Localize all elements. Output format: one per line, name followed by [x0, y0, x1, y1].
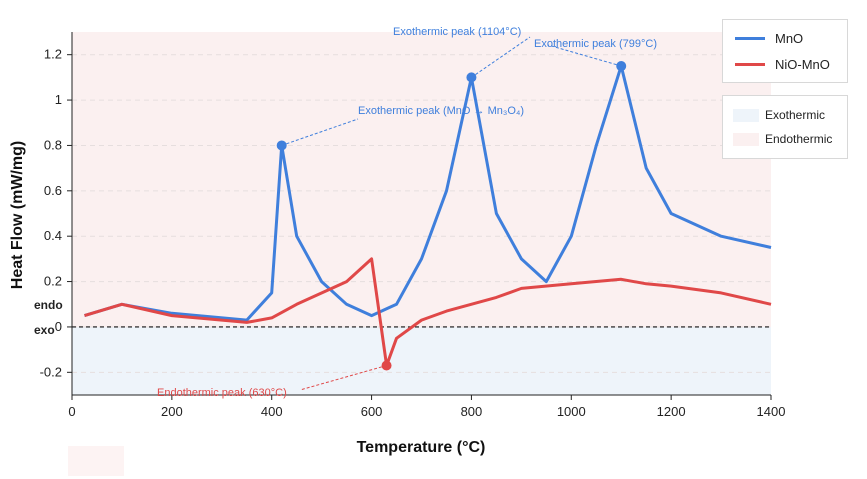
y-tick-label: 0.2 — [44, 274, 62, 289]
y-tick-label: 0.8 — [44, 137, 62, 152]
region-shading — [72, 32, 771, 395]
legend-item-nio-mno[interactable]: NiO-MnO — [735, 57, 830, 72]
y-tick-label: 1 — [55, 92, 62, 107]
annotation-point — [381, 360, 392, 371]
annotation-label: Exothermic peak (1104°C) — [393, 26, 521, 38]
legend-swatch-nio-mno — [735, 63, 765, 66]
x-tick-label: 1000 — [557, 404, 586, 419]
annotation-leader — [471, 36, 531, 78]
legend-swatch-exothermic — [733, 108, 759, 122]
y-tick-label: 1.2 — [44, 47, 62, 62]
x-tick-label: 800 — [461, 404, 483, 419]
y-tick-label: -0.2 — [40, 364, 62, 379]
x-axis-title: Temperature (°C) — [357, 439, 486, 456]
data-series — [84, 64, 772, 367]
exo-label: exo — [34, 323, 55, 337]
x-tick-label: 1200 — [657, 404, 686, 419]
region-legend: Exothermic Endothermic — [722, 95, 848, 159]
annotation-leader — [547, 44, 622, 67]
endo-label: endo — [34, 298, 63, 312]
y-axis-ticks: -0.2 0 0.2 0.4 0.6 0.8 1 1.2 — [40, 47, 72, 379]
x-axis-ticks: 0 200 400 600 800 1000 1200 1400 — [68, 395, 785, 419]
y-tick-label: 0 — [55, 319, 62, 334]
series-line-nio-mno — [84, 257, 772, 367]
region-exothermic — [72, 326, 771, 395]
series-legend: MnO NiO-MnO — [722, 19, 848, 83]
x-tick-label: 0 — [68, 404, 75, 419]
axes — [71, 32, 771, 396]
y-tick-label: 0.4 — [44, 228, 62, 243]
legend-label-mno: MnO — [775, 31, 804, 46]
decorative-swatch — [68, 446, 124, 476]
annotation-label: Exothermic peak (MnO → Mn₃O₄) — [358, 105, 524, 117]
annotation-label: Endothermic peak (630°C) — [157, 387, 287, 399]
annotation-point — [276, 140, 287, 151]
legend-swatch-endothermic — [733, 132, 759, 146]
legend-label-nio-mno: NiO-MnO — [775, 57, 830, 72]
annotation-leader — [281, 118, 359, 146]
legend-label-exothermic: Exothermic — [765, 108, 826, 122]
series-line-mno — [84, 64, 772, 322]
annotation-point — [466, 72, 477, 83]
legend-swatch-mno — [735, 37, 765, 40]
x-tick-label: 1400 — [757, 404, 786, 419]
region-endothermic — [72, 32, 771, 327]
legend-item-mno[interactable]: MnO — [735, 31, 803, 46]
annotation-point — [616, 61, 627, 72]
y-tick-label: 0.6 — [44, 183, 62, 198]
annotation-label: Exothermic peak (799°C) — [534, 38, 657, 50]
x-tick-label: 200 — [161, 404, 183, 419]
legend-label-endothermic: Endothermic — [765, 132, 833, 146]
x-tick-label: 600 — [361, 404, 383, 419]
legend-item-exothermic[interactable]: Exothermic — [733, 108, 825, 122]
legend-item-endothermic[interactable]: Endothermic — [733, 132, 832, 146]
y-axis-title: Heat Flow (mW/mg) — [9, 141, 26, 289]
annotations: Exothermic peak (MnO → Mn₃O₄) Exothermic … — [157, 26, 657, 399]
x-tick-label: 400 — [261, 404, 283, 419]
